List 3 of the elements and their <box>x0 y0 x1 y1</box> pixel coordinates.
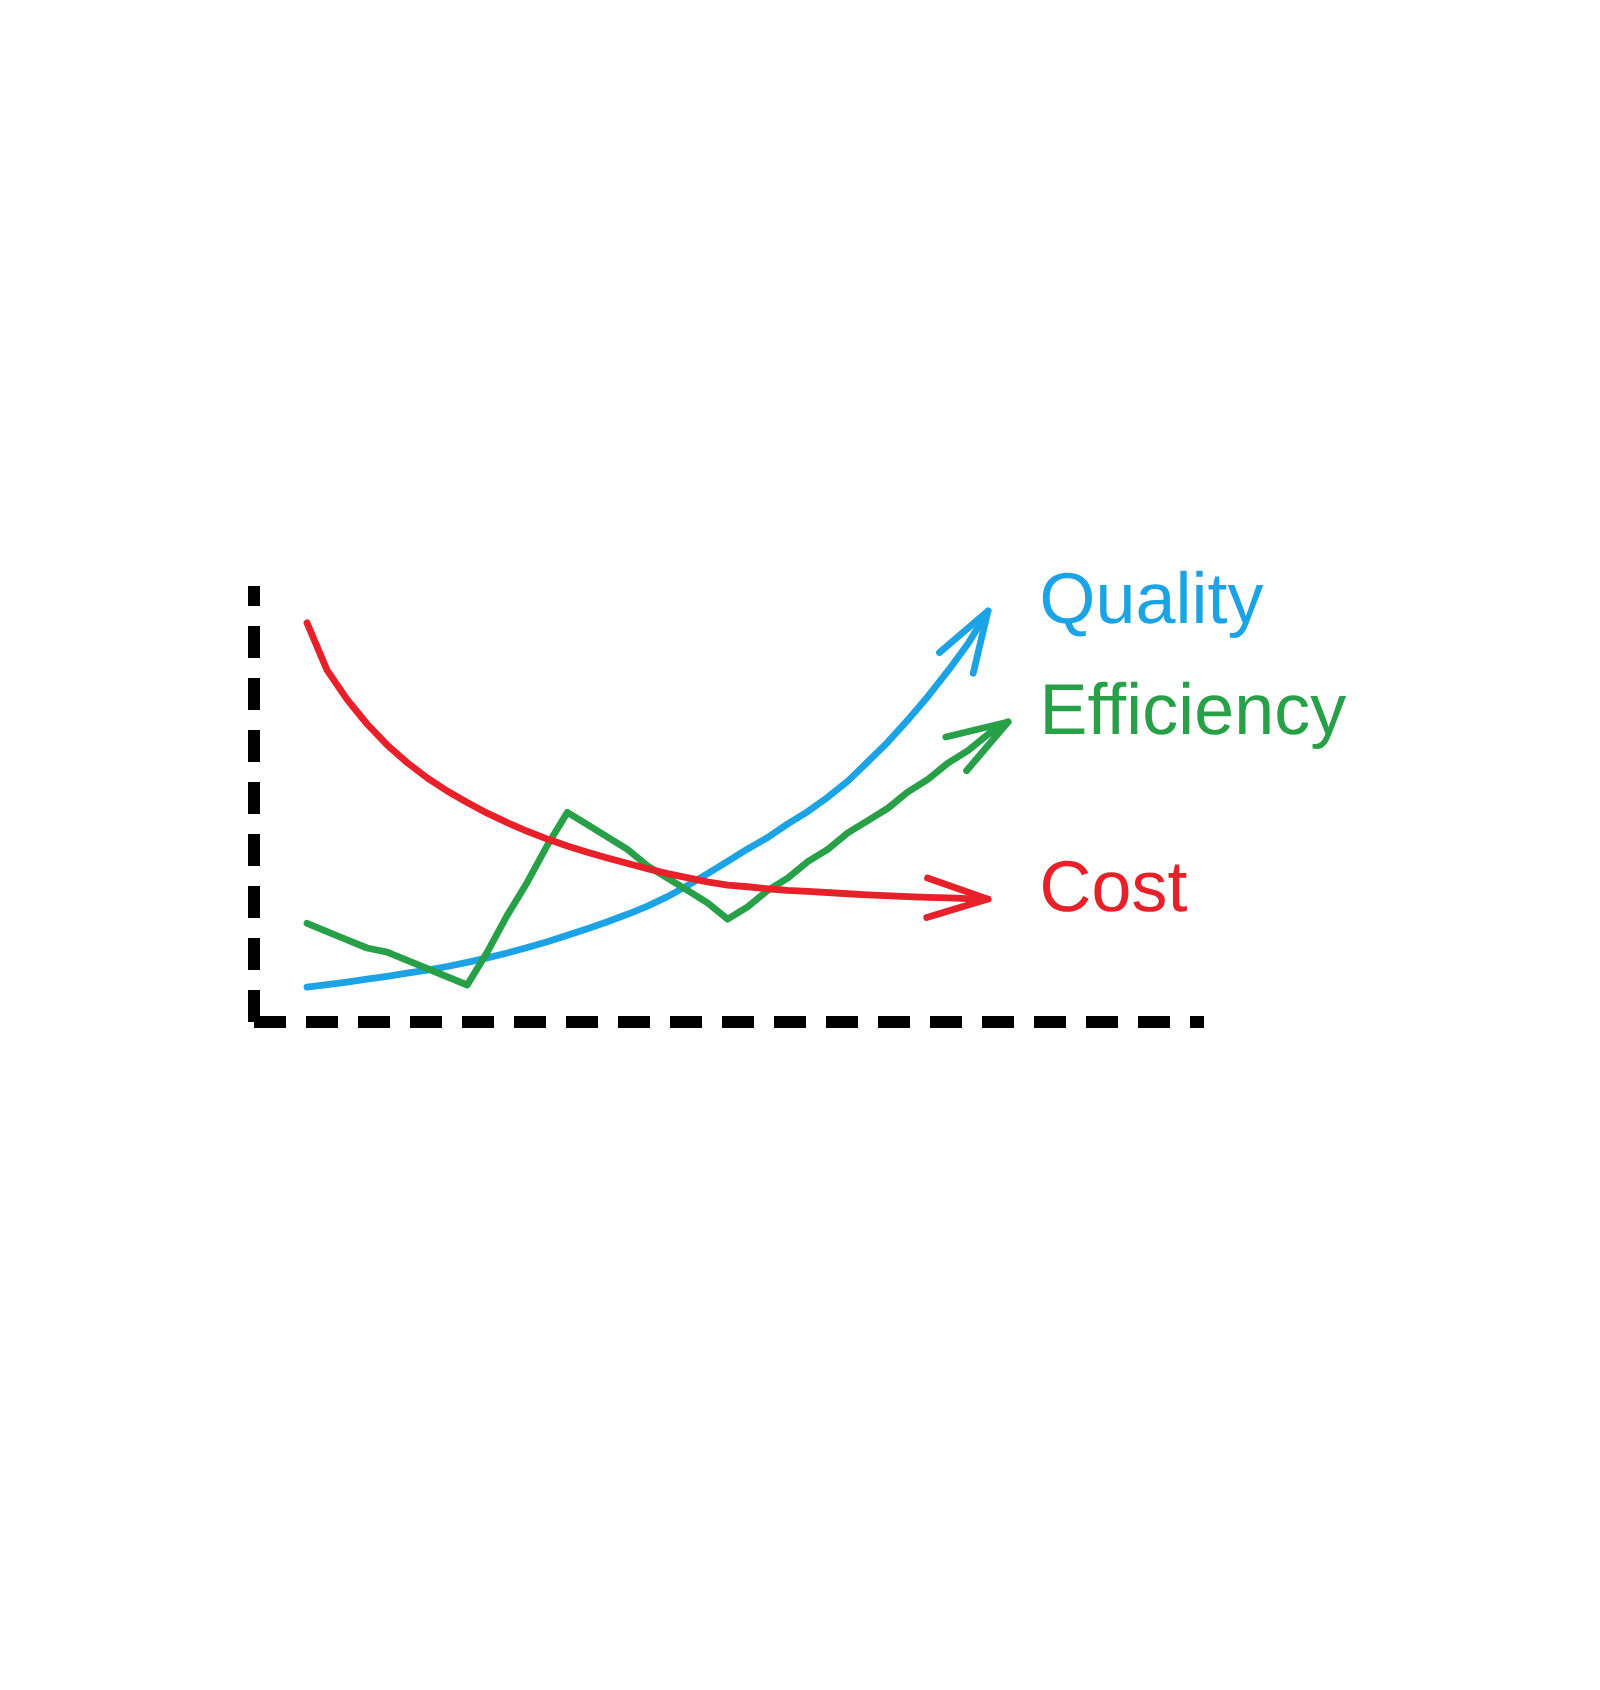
legend-label: Cost <box>1043 860 1187 912</box>
legend-label: Quality <box>1042 570 1264 638</box>
legend-label: Efficiency <box>1045 681 1347 749</box>
